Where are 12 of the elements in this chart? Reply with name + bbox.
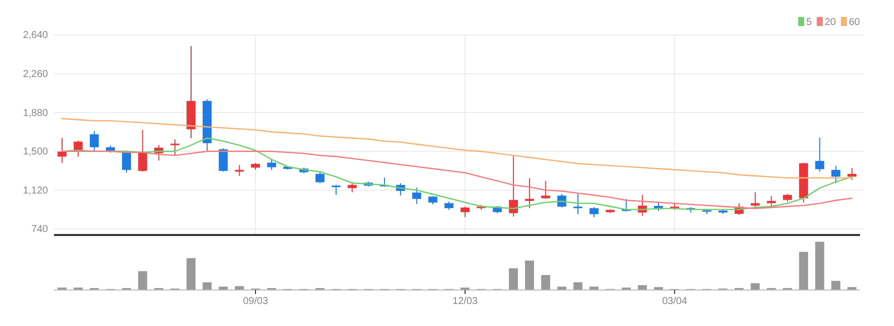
y-tick-label: 1,120: [22, 185, 48, 196]
legend-label: 5: [806, 17, 812, 28]
legend-label: 20: [824, 17, 836, 28]
x-tick-label: 09/03: [242, 296, 268, 308]
y-tick-label: 2,640: [22, 30, 48, 42]
y-tick-label: 1,880: [22, 108, 48, 119]
legend-label: 60: [848, 17, 860, 28]
x-tick-label: 12/03: [452, 296, 478, 308]
y-tick-label: 2,260: [22, 68, 48, 80]
y-tick-label: 1,500: [22, 146, 48, 158]
y-tick-label: 740: [31, 224, 48, 236]
x-tick-label: 03/04: [662, 296, 688, 308]
